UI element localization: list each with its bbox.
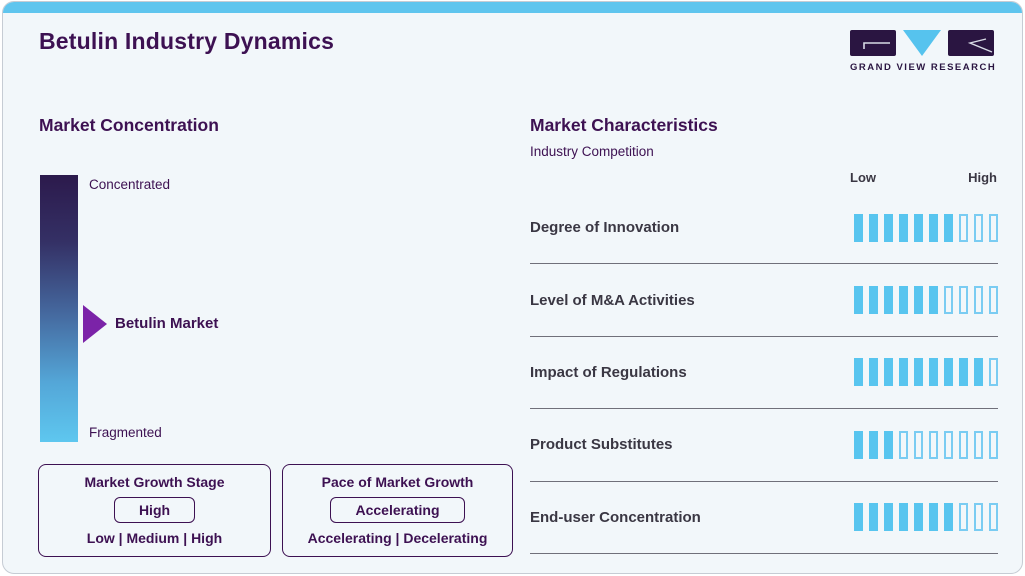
rating-bar-empty xyxy=(989,358,998,387)
rating-bar-empty xyxy=(959,503,968,532)
accent-top-bar xyxy=(3,2,1022,13)
rating-bar-filled xyxy=(854,503,863,532)
industry-competition-subheading: Industry Competition xyxy=(530,144,654,159)
rating-bar-filled xyxy=(929,286,938,315)
rating-bar-filled xyxy=(929,213,938,242)
characteristic-row: Level of M&A Activities xyxy=(530,264,998,337)
growth-stage-selected-badge: High xyxy=(113,497,196,523)
rating-bar-filled xyxy=(899,503,908,532)
rating-bar-filled xyxy=(974,358,983,387)
rating-bar-filled xyxy=(884,286,893,315)
rating-bar-filled xyxy=(944,213,953,242)
rating-bar-filled xyxy=(944,503,953,532)
fragmented-label: Fragmented xyxy=(89,425,162,440)
gvr-logo-v-icon xyxy=(903,29,941,56)
pace-selected-badge: Accelerating xyxy=(330,497,465,523)
characteristic-row: Degree of Innovation xyxy=(530,192,998,265)
growth-stage-options: Low | Medium | High xyxy=(86,530,223,546)
pace-of-growth-box: Pace of Market Growth Accelerating Accel… xyxy=(282,464,513,557)
rating-bars xyxy=(854,286,998,315)
betulin-market-label: Betulin Market xyxy=(115,315,219,332)
rating-bar-empty xyxy=(929,430,938,459)
grand-view-research-logo: GRAND VIEW RESEARCH xyxy=(850,29,997,73)
rating-bar-filled xyxy=(884,213,893,242)
rating-bar-filled xyxy=(884,430,893,459)
rating-bar-empty xyxy=(989,430,998,459)
rating-bar-empty xyxy=(899,430,908,459)
characteristics-rows: Degree of Innovation Level of M&A Activit… xyxy=(530,192,998,554)
rating-bar-filled xyxy=(899,213,908,242)
rating-bar-filled xyxy=(914,503,923,532)
pace-options: Accelerating | Decelerating xyxy=(307,530,488,546)
rating-bar-filled xyxy=(854,430,863,459)
rating-bar-empty xyxy=(959,286,968,315)
pace-title: Pace of Market Growth xyxy=(321,474,474,490)
rating-bar-empty xyxy=(989,286,998,315)
growth-stage-title: Market Growth Stage xyxy=(84,474,225,490)
rating-scale-header: Low High xyxy=(850,170,997,185)
gvr-logo-marks xyxy=(850,29,994,56)
rating-bar-empty xyxy=(974,430,983,459)
rating-bar-filled xyxy=(854,213,863,242)
rating-bar-empty xyxy=(974,213,983,242)
rating-bar-empty xyxy=(989,213,998,242)
rating-bar-empty xyxy=(944,286,953,315)
rating-bar-filled xyxy=(914,286,923,315)
rating-bar-filled xyxy=(929,358,938,387)
characteristic-row: End-user Concentration xyxy=(530,482,998,554)
rating-bar-empty xyxy=(914,430,923,459)
rating-bar-filled xyxy=(899,286,908,315)
rating-bars xyxy=(854,503,998,532)
gvr-logo-g-icon xyxy=(850,29,896,56)
characteristic-label: Level of M&A Activities xyxy=(530,291,695,309)
rating-bar-empty xyxy=(974,286,983,315)
characteristic-row: Impact of Regulations xyxy=(530,337,998,410)
rating-bar-filled xyxy=(869,286,878,315)
rating-bar-empty xyxy=(959,213,968,242)
rating-bar-filled xyxy=(959,358,968,387)
rating-bar-filled xyxy=(854,286,863,315)
rating-bar-filled xyxy=(869,503,878,532)
market-characteristics-heading: Market Characteristics xyxy=(530,115,718,135)
rating-bar-filled xyxy=(884,503,893,532)
concentrated-label: Concentrated xyxy=(89,177,171,192)
characteristic-label: End-user Concentration xyxy=(530,508,701,526)
gvr-logo-wordmark: GRAND VIEW RESEARCH xyxy=(850,62,997,73)
rating-bar-filled xyxy=(929,503,938,532)
rating-bar-filled xyxy=(899,358,908,387)
rating-bar-empty xyxy=(959,430,968,459)
rating-bar-filled xyxy=(854,358,863,387)
rating-bar-filled xyxy=(944,358,953,387)
gvr-logo-r-icon xyxy=(948,29,994,56)
characteristic-row: Product Substitutes xyxy=(530,409,998,482)
rating-bar-empty xyxy=(974,503,983,532)
rating-bar-filled xyxy=(869,358,878,387)
characteristic-label: Degree of Innovation xyxy=(530,219,680,237)
rating-bar-empty xyxy=(989,503,998,532)
page-title: Betulin Industry Dynamics xyxy=(39,28,335,54)
rating-bar-filled xyxy=(869,213,878,242)
characteristic-label: Product Substitutes xyxy=(530,436,673,454)
rating-bar-filled xyxy=(869,430,878,459)
rating-bar-empty xyxy=(944,430,953,459)
characteristic-label: Impact of Regulations xyxy=(530,363,687,381)
rating-bar-filled xyxy=(884,358,893,387)
rating-bar-filled xyxy=(914,358,923,387)
rating-bars xyxy=(854,213,998,242)
rating-bar-filled xyxy=(914,213,923,242)
scale-high-label: High xyxy=(968,170,997,185)
concentration-gradient-bar xyxy=(40,175,78,442)
market-growth-stage-box: Market Growth Stage High Low | Medium | … xyxy=(38,464,271,557)
market-position-arrow-icon xyxy=(83,305,107,343)
market-concentration-heading: Market Concentration xyxy=(39,115,219,135)
scale-low-label: Low xyxy=(850,170,876,185)
rating-bars xyxy=(854,430,998,459)
rating-bars xyxy=(854,358,998,387)
